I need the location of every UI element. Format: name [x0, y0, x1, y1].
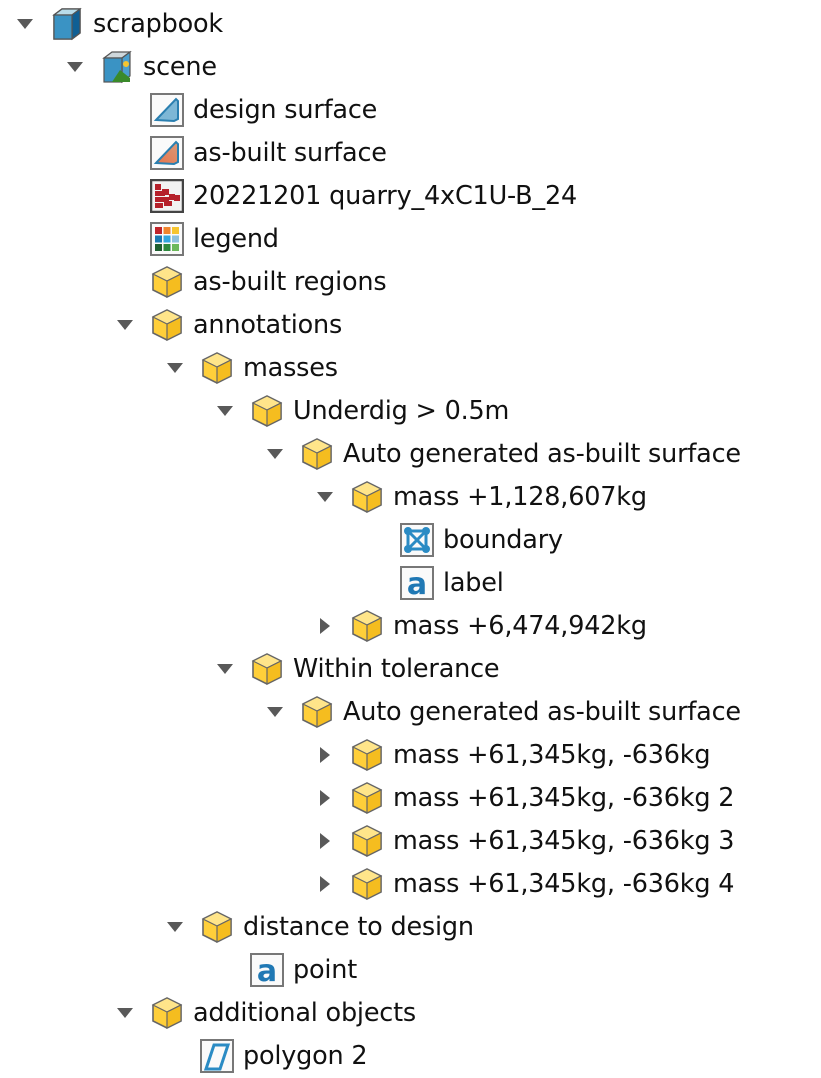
tree-item-label: as-built surface — [193, 138, 387, 168]
tree-item[interactable]: a point — [0, 949, 821, 992]
legend-icon — [150, 222, 184, 256]
tree-item-label: boundary — [443, 525, 563, 555]
tree-item[interactable]: a label — [0, 562, 821, 605]
expanded-arrow-icon[interactable] — [215, 659, 235, 679]
collapsed-arrow-icon[interactable] — [315, 788, 335, 808]
as-built-surface-icon — [150, 136, 184, 170]
collapsed-arrow-icon[interactable] — [315, 831, 335, 851]
tree-item[interactable]: design surface — [0, 89, 821, 132]
folder-cube-icon — [250, 394, 284, 428]
collapsed-arrow-icon[interactable] — [315, 874, 335, 894]
expanded-arrow-icon[interactable] — [215, 401, 235, 421]
expanded-arrow-icon[interactable] — [265, 702, 285, 722]
collapsed-arrow-icon[interactable] — [315, 616, 335, 636]
tree-item-label: Underdig > 0.5m — [293, 396, 510, 426]
tree-item-label: scene — [143, 52, 217, 82]
design-surface-icon — [150, 93, 184, 127]
tree-item[interactable]: Auto generated as-built surface — [0, 433, 821, 476]
folder-cube-icon — [350, 781, 384, 815]
folder-cube-icon — [350, 867, 384, 901]
folder-cube-icon — [150, 265, 184, 299]
label-icon: a — [250, 953, 284, 989]
tree-item-label: distance to design — [243, 912, 474, 942]
expanded-arrow-icon[interactable] — [165, 358, 185, 378]
folder-cube-icon — [200, 351, 234, 385]
tree-item[interactable]: mass +1,128,607kg — [0, 476, 821, 519]
tree-item[interactable]: Auto generated as-built surface — [0, 691, 821, 734]
tree-item-label: mass +61,345kg, -636kg 3 — [393, 826, 735, 856]
tree-item[interactable]: mass +6,474,942kg — [0, 605, 821, 648]
tree-item-label: scrapbook — [93, 9, 223, 39]
tree-item[interactable]: scrapbook — [0, 3, 821, 46]
boundary-icon — [400, 523, 434, 557]
folder-cube-icon — [250, 652, 284, 686]
expanded-arrow-icon[interactable] — [65, 57, 85, 77]
blast-pattern-icon — [149, 178, 185, 214]
tree-item[interactable]: legend — [0, 218, 821, 261]
tree-item[interactable]: boundary — [0, 519, 821, 562]
expanded-arrow-icon[interactable] — [315, 487, 335, 507]
tree-item-label: label — [443, 568, 504, 598]
folder-cube-icon — [350, 824, 384, 858]
tree-item-label: mass +1,128,607kg — [393, 482, 647, 512]
expanded-arrow-icon[interactable] — [115, 315, 135, 335]
tree-item[interactable]: mass +61,345kg, -636kg 2 — [0, 777, 821, 820]
tree-item-label: mass +61,345kg, -636kg — [393, 740, 711, 770]
tree-item-label: Auto generated as-built surface — [343, 697, 741, 727]
scrapbook-icon — [50, 7, 84, 41]
expanded-arrow-icon[interactable] — [15, 14, 35, 34]
tree-item[interactable]: scene — [0, 46, 821, 89]
tree-item-label: as-built regions — [193, 267, 387, 297]
tree-item-label: Auto generated as-built surface — [343, 439, 741, 469]
tree-item-label: masses — [243, 353, 338, 383]
scene-icon — [100, 50, 134, 84]
folder-cube-icon — [300, 695, 334, 729]
expanded-arrow-icon[interactable] — [165, 917, 185, 937]
polygon-icon — [200, 1039, 234, 1073]
tree-item[interactable]: additional objects — [0, 992, 821, 1035]
tree-item-label: additional objects — [193, 998, 417, 1028]
tree-item-label: point — [293, 955, 358, 985]
tree-item-label: polygon 2 — [243, 1041, 368, 1071]
tree-item[interactable]: Underdig > 0.5m — [0, 390, 821, 433]
tree-item-label: mass +61,345kg, -636kg 4 — [393, 869, 735, 899]
folder-cube-icon — [350, 609, 384, 643]
folder-cube-icon — [350, 738, 384, 772]
tree-item[interactable]: polygon 2 — [0, 1035, 821, 1078]
tree-item[interactable]: distance to design — [0, 906, 821, 949]
svg-text:a: a — [257, 954, 277, 987]
tree-item[interactable]: annotations — [0, 304, 821, 347]
tree-item[interactable]: as-built regions — [0, 261, 821, 304]
svg-text:a: a — [407, 567, 427, 600]
label-icon: a — [400, 566, 434, 602]
tree-item-label: mass +61,345kg, -636kg 2 — [393, 783, 735, 813]
tree-item[interactable]: as-built surface — [0, 132, 821, 175]
collapsed-arrow-icon[interactable] — [315, 745, 335, 765]
tree-item-label: 20221201 quarry_4xC1U-B_24 — [193, 181, 578, 211]
tree-item-label: design surface — [193, 95, 378, 125]
folder-cube-icon — [300, 437, 334, 471]
tree-item[interactable]: mass +61,345kg, -636kg 4 — [0, 863, 821, 906]
tree-item-label: annotations — [193, 310, 343, 340]
folder-cube-icon — [200, 910, 234, 944]
expanded-arrow-icon[interactable] — [115, 1003, 135, 1023]
tree-item[interactable]: mass +61,345kg, -636kg 3 — [0, 820, 821, 863]
folder-cube-icon — [150, 996, 184, 1030]
folder-cube-icon — [350, 480, 384, 514]
tree-item[interactable]: masses — [0, 347, 821, 390]
tree-item-label: legend — [193, 224, 279, 254]
tree-item-label: Within tolerance — [293, 654, 500, 684]
tree-item[interactable]: 20221201 quarry_4xC1U-B_24 — [0, 175, 821, 218]
tree-item-label: mass +6,474,942kg — [393, 611, 647, 641]
folder-cube-icon — [150, 308, 184, 342]
expanded-arrow-icon[interactable] — [265, 444, 285, 464]
tree-item[interactable]: mass +61,345kg, -636kg — [0, 734, 821, 777]
tree-item[interactable]: Within tolerance — [0, 648, 821, 691]
